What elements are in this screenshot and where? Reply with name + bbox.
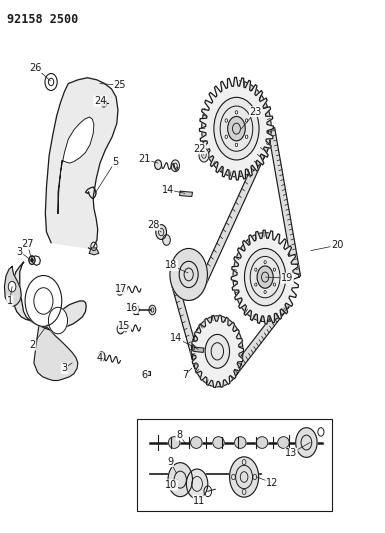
Circle shape xyxy=(199,148,209,162)
Polygon shape xyxy=(191,315,243,387)
Circle shape xyxy=(116,286,123,295)
Text: 14: 14 xyxy=(170,333,182,343)
Ellipse shape xyxy=(191,437,202,448)
Polygon shape xyxy=(34,320,78,381)
Circle shape xyxy=(117,324,124,334)
Text: 6: 6 xyxy=(142,370,148,380)
Text: 18: 18 xyxy=(165,261,177,270)
Circle shape xyxy=(31,259,33,262)
Text: 23: 23 xyxy=(249,107,262,117)
Polygon shape xyxy=(231,230,299,324)
Circle shape xyxy=(205,334,229,368)
Circle shape xyxy=(186,469,208,499)
Circle shape xyxy=(101,100,107,107)
Circle shape xyxy=(98,352,105,361)
Polygon shape xyxy=(89,248,99,255)
Circle shape xyxy=(257,266,273,288)
Circle shape xyxy=(149,305,156,315)
Polygon shape xyxy=(268,127,301,278)
Text: 10: 10 xyxy=(165,480,177,490)
Text: 19: 19 xyxy=(281,273,293,283)
Polygon shape xyxy=(142,372,151,375)
Text: 12: 12 xyxy=(266,478,278,488)
Text: 17: 17 xyxy=(114,284,127,294)
Circle shape xyxy=(155,160,162,169)
Text: 1: 1 xyxy=(7,296,13,306)
Text: 20: 20 xyxy=(331,240,343,251)
Text: 25: 25 xyxy=(114,80,126,90)
Text: 4: 4 xyxy=(97,353,103,362)
Text: 27: 27 xyxy=(21,239,33,249)
Ellipse shape xyxy=(234,437,246,448)
Text: 14: 14 xyxy=(162,184,174,195)
Ellipse shape xyxy=(168,437,180,448)
Circle shape xyxy=(264,290,266,294)
Circle shape xyxy=(229,457,259,497)
Text: 8: 8 xyxy=(176,430,182,440)
Text: 16: 16 xyxy=(126,303,138,313)
Circle shape xyxy=(296,427,317,457)
Polygon shape xyxy=(200,144,268,286)
Polygon shape xyxy=(179,191,192,197)
Polygon shape xyxy=(45,78,118,249)
Ellipse shape xyxy=(278,437,289,448)
Polygon shape xyxy=(5,266,21,306)
Circle shape xyxy=(214,98,259,160)
Circle shape xyxy=(225,119,228,122)
Polygon shape xyxy=(199,77,273,180)
Circle shape xyxy=(255,283,257,286)
Circle shape xyxy=(235,143,238,147)
Polygon shape xyxy=(172,281,206,301)
Polygon shape xyxy=(202,80,271,177)
Circle shape xyxy=(225,135,228,139)
Circle shape xyxy=(244,248,286,306)
Circle shape xyxy=(228,117,245,141)
Text: 92158 2500: 92158 2500 xyxy=(7,13,79,26)
Text: 7: 7 xyxy=(182,370,188,380)
Circle shape xyxy=(8,281,16,292)
Circle shape xyxy=(25,276,62,326)
Text: 22: 22 xyxy=(193,144,206,154)
Text: 5: 5 xyxy=(112,157,119,166)
Polygon shape xyxy=(194,347,204,352)
Text: 21: 21 xyxy=(139,155,151,164)
Ellipse shape xyxy=(256,437,268,448)
Polygon shape xyxy=(172,282,201,367)
Text: 11: 11 xyxy=(193,496,206,506)
Text: 24: 24 xyxy=(94,96,106,106)
Circle shape xyxy=(255,268,257,271)
Circle shape xyxy=(264,261,266,264)
Polygon shape xyxy=(192,316,243,387)
Text: 9: 9 xyxy=(167,457,173,466)
Text: 28: 28 xyxy=(147,220,160,230)
Text: 26: 26 xyxy=(30,63,42,72)
Bar xyxy=(137,419,332,512)
Circle shape xyxy=(273,268,276,271)
Polygon shape xyxy=(233,232,289,321)
Circle shape xyxy=(273,283,276,286)
Circle shape xyxy=(170,248,208,301)
Circle shape xyxy=(168,463,192,497)
Circle shape xyxy=(156,224,166,239)
Circle shape xyxy=(235,111,238,114)
Circle shape xyxy=(171,160,179,172)
Circle shape xyxy=(49,308,67,334)
Text: 2: 2 xyxy=(30,340,36,350)
Text: 13: 13 xyxy=(285,448,297,458)
Polygon shape xyxy=(58,117,94,214)
Text: 15: 15 xyxy=(118,321,131,331)
Circle shape xyxy=(245,119,248,122)
Circle shape xyxy=(163,235,170,245)
Ellipse shape xyxy=(213,437,224,448)
Polygon shape xyxy=(231,300,289,375)
Circle shape xyxy=(245,135,248,139)
Text: 3: 3 xyxy=(61,364,67,373)
Circle shape xyxy=(45,74,57,91)
Polygon shape xyxy=(12,262,86,330)
Text: 3: 3 xyxy=(17,247,23,257)
